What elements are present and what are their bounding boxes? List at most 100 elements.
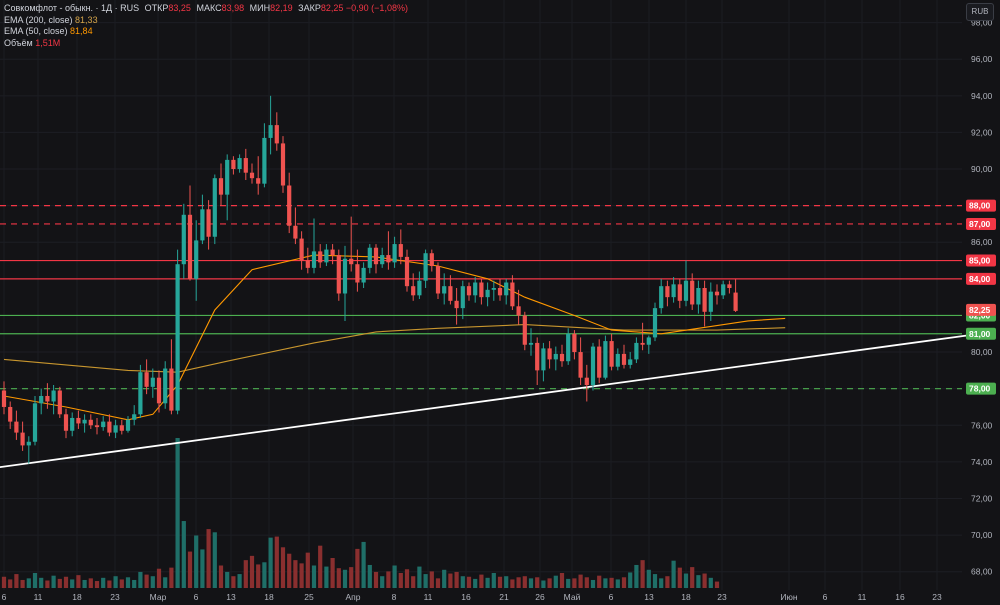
candle-body [683, 280, 689, 301]
candle-body [206, 209, 211, 237]
level-badge-text: 78,00 [969, 384, 991, 394]
volume-bar [76, 575, 81, 588]
candle-body [324, 249, 329, 263]
volume-bar [528, 578, 534, 588]
y-tick-label: 74,00 [971, 457, 993, 467]
volume-bar [200, 549, 205, 588]
volume-bar [175, 438, 180, 588]
volume-bar [14, 574, 19, 588]
candle-body [628, 359, 633, 365]
volume-bar [380, 576, 385, 588]
volume-bar [299, 563, 304, 588]
open-value: 83,25 [168, 3, 191, 13]
volume-bar [138, 571, 143, 588]
x-tick-label: Май [564, 592, 581, 602]
candle-body [274, 125, 279, 144]
candle-body [497, 288, 503, 296]
volume-bar [63, 576, 69, 588]
candle-body [156, 377, 162, 404]
candle-body [646, 337, 651, 345]
volume-bar [690, 567, 695, 588]
candle-body [8, 406, 13, 422]
candle-body [677, 284, 682, 301]
volume-bar [634, 564, 639, 588]
volume-bar [342, 569, 348, 588]
level-badge-text: 87,00 [969, 219, 991, 229]
x-tick-label: 11 [858, 592, 867, 602]
volume-bar [163, 577, 168, 588]
x-tick-label: Июн [780, 592, 797, 602]
candle-body [621, 353, 627, 365]
candle-body [640, 342, 645, 345]
volume-bar [262, 562, 267, 588]
close-label: ЗАКР [298, 3, 321, 13]
candle-body [32, 403, 38, 442]
y-tick-label: 76,00 [971, 420, 993, 430]
candle-body [150, 377, 155, 387]
volume-bar [361, 541, 366, 588]
y-tick-label: 70,00 [971, 530, 993, 540]
currency-button[interactable]: RUB [966, 3, 994, 21]
volume-bar [20, 579, 25, 588]
volume-bar [237, 574, 242, 588]
candle-body [721, 284, 726, 296]
volume-bar [355, 548, 360, 588]
volume-bar [411, 576, 416, 588]
legend-ema200-row[interactable]: EMA (200, close) 81,33 [4, 15, 408, 27]
volume-bar [541, 580, 546, 588]
volume-bar [39, 577, 44, 588]
volume-bar [621, 577, 627, 588]
legend-volume-row[interactable]: Объём 1,51M [4, 38, 408, 50]
low-label: МИН [249, 3, 271, 13]
volume-bar [504, 576, 509, 588]
level-badge-text: 88,00 [969, 201, 991, 211]
candle-body [305, 260, 310, 268]
low-value: 82,19 [270, 3, 293, 13]
x-tick-label: 18 [72, 592, 82, 602]
candle-body [466, 286, 472, 296]
volume-bar [516, 577, 521, 588]
ema50-label: EMA (50, close) [4, 26, 68, 36]
candle-body [584, 377, 589, 386]
candle-body [45, 395, 50, 402]
candle-body [119, 425, 124, 431]
candle-body [566, 333, 571, 362]
x-tick-label: 18 [264, 592, 274, 602]
x-tick-label: 21 [499, 592, 509, 602]
volume-bar [194, 535, 199, 588]
ema200-line [3, 324, 786, 373]
legend-ema50-row[interactable]: EMA (50, close) 81,84 [4, 26, 408, 38]
volume-bar [497, 576, 503, 588]
candle-body [578, 352, 583, 378]
candle-body [194, 240, 199, 279]
volume-bar [51, 575, 56, 588]
candle-body [671, 284, 676, 298]
candle-body [547, 348, 552, 360]
trendline[interactable] [0, 334, 967, 469]
candle-body [311, 251, 317, 268]
level-badge-78,00 [966, 382, 996, 395]
volume-bar [144, 574, 149, 588]
volume-bar [107, 580, 112, 588]
candle-body [94, 425, 100, 428]
volume-bar [671, 560, 676, 588]
candle-body [287, 185, 292, 226]
candle-body [417, 280, 422, 296]
volume-bar [398, 573, 403, 588]
volume-bar [8, 579, 13, 588]
chart-legend: Совкомфлот - обыкн. · 1Д · RUS ОТКР83,25… [4, 3, 408, 49]
volume-bar [70, 579, 75, 588]
volume-bar [101, 577, 106, 588]
x-tick-label: 6 [823, 592, 828, 602]
candle-body [63, 414, 69, 431]
volume-bar [187, 551, 193, 588]
volume-value: 1,51M [35, 37, 61, 48]
candle-body [504, 282, 509, 296]
candle-body [367, 247, 372, 268]
volume-bar [485, 577, 490, 588]
candle-body [479, 282, 484, 298]
candle-body [423, 253, 428, 281]
x-tick-label: 8 [392, 592, 397, 602]
volume-bar [392, 565, 397, 588]
